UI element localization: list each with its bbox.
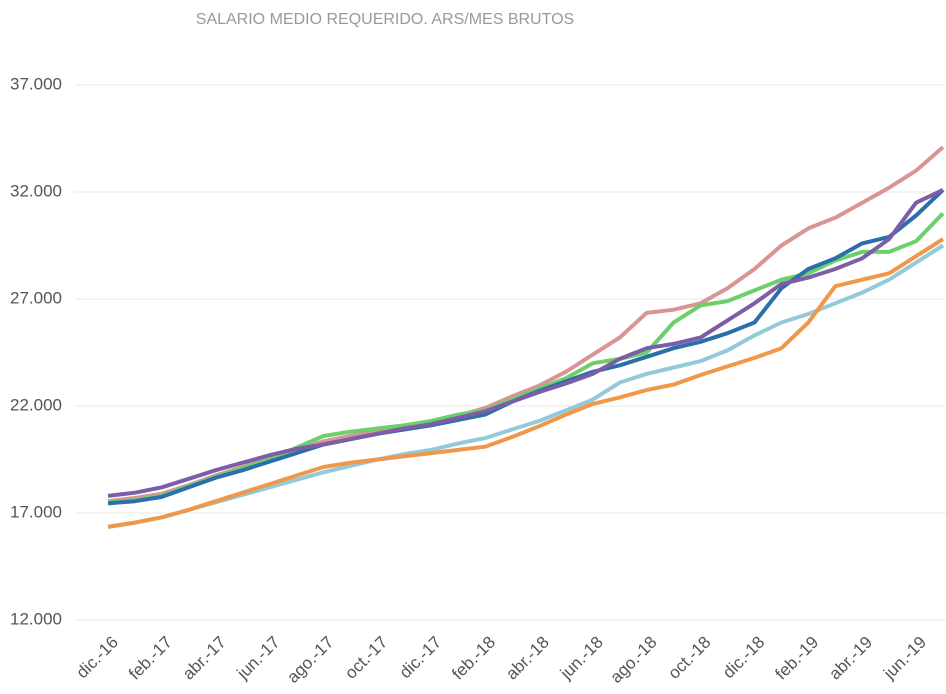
series-line (107, 188, 945, 506)
x-tick-label: dic.-18 (719, 633, 769, 683)
x-tick-label: abr.-18 (502, 633, 553, 684)
x-tick-label: abr.-19 (825, 633, 876, 684)
x-tick-label: oct.-17 (341, 633, 391, 683)
series-line (107, 243, 945, 529)
series-line (107, 145, 945, 504)
series-line (107, 212, 945, 505)
series-line (107, 188, 944, 498)
x-tick-label: abr.-17 (179, 633, 230, 684)
chart-title: SALARIO MEDIO REQUERIDO. ARS/MES BRUTOS (196, 11, 574, 28)
y-tick-label: 27.000 (10, 288, 62, 307)
x-tick-label: oct.-18 (664, 633, 714, 683)
y-tick-label: 22.000 (10, 395, 62, 414)
x-tick-label: jun.-18 (556, 633, 607, 684)
x-tick-label: ago.-17 (283, 633, 337, 687)
y-tick-label: 12.000 (10, 609, 62, 628)
x-tick-label: ago.-18 (606, 633, 660, 687)
y-tick-label: 17.000 (10, 502, 62, 521)
x-tick-label: jun.-17 (233, 633, 284, 684)
series-line (107, 237, 945, 529)
x-tick-label: feb.-19 (771, 633, 822, 684)
y-tick-label: 32.000 (10, 181, 62, 200)
x-tick-label: dic.-17 (396, 633, 446, 683)
x-tick-label: jun.-19 (879, 633, 930, 684)
x-tick-label: dic.-16 (72, 633, 122, 683)
x-tick-label: feb.-18 (448, 633, 499, 684)
y-tick-label: 37.000 (10, 74, 62, 93)
x-tick-label: feb.-17 (125, 633, 176, 684)
